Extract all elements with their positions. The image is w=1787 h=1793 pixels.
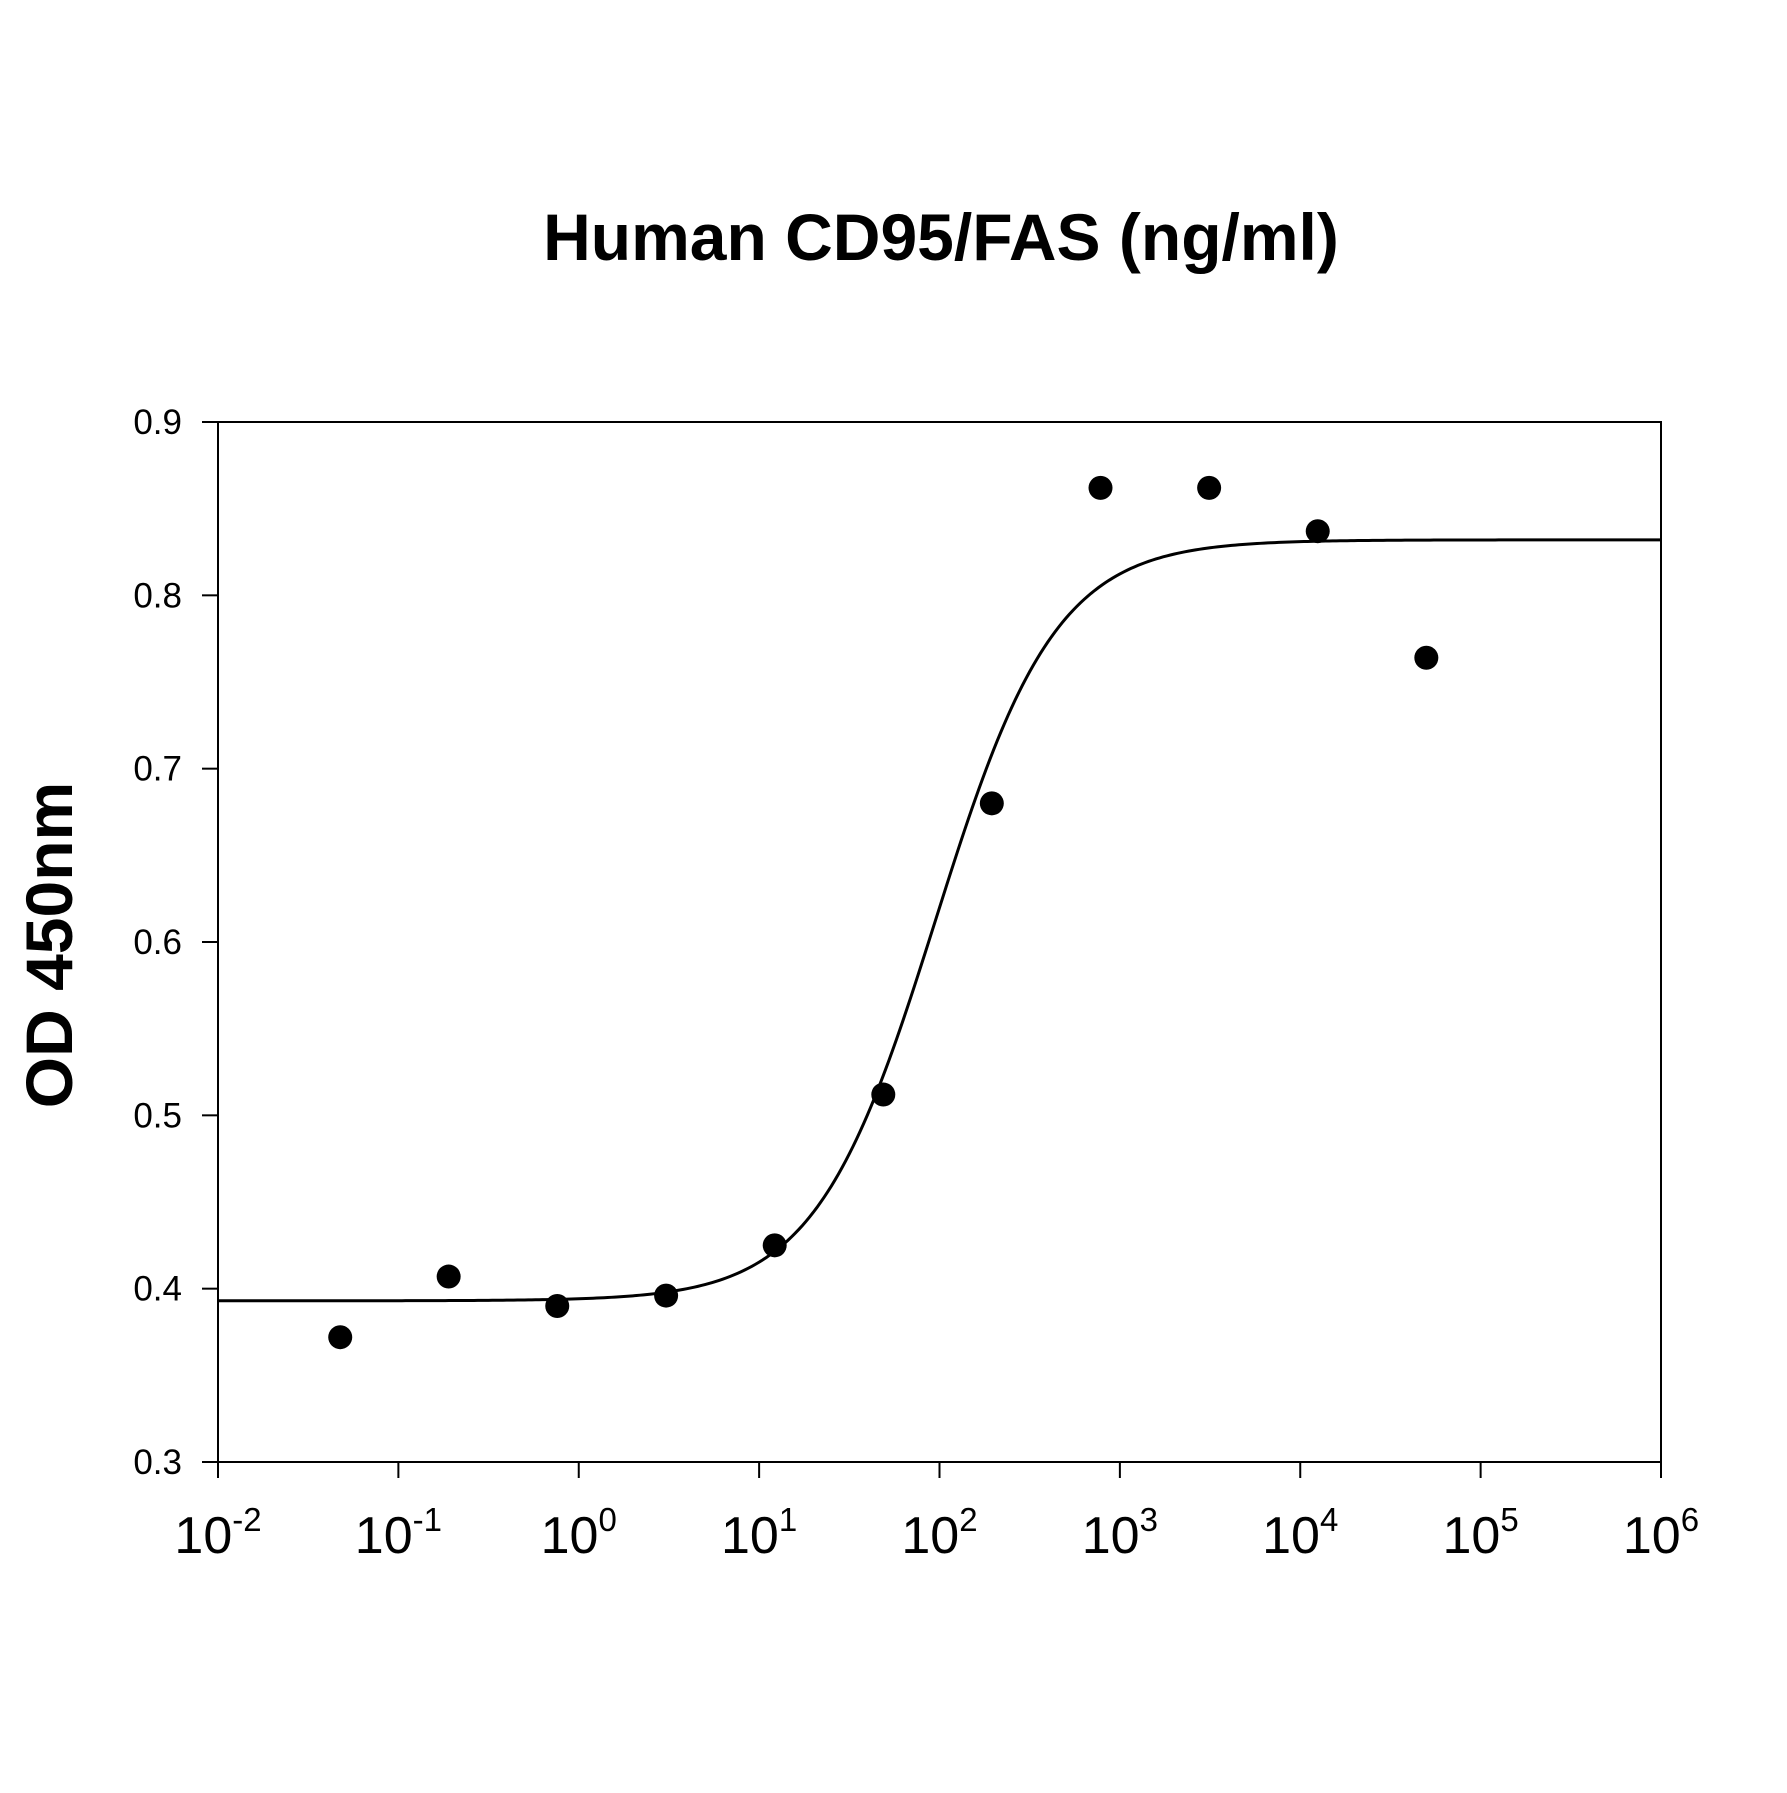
y-tick-label: 0.4 <box>133 1270 182 1309</box>
x-tick-label: 10-2 <box>174 1501 261 1565</box>
x-axis-ticks: 10-2 10-1 100 101 102 103 104 105 106 <box>174 1462 1699 1565</box>
y-tick-label: 0.9 <box>133 403 182 442</box>
fit-curve <box>218 538 1661 1303</box>
plot-area-frame <box>217 421 1662 1463</box>
data-points <box>328 475 1439 1350</box>
x-tick-label: 10-1 <box>355 1501 442 1565</box>
y-axis-title: OD 450nm <box>12 782 86 1108</box>
data-point <box>762 1233 787 1258</box>
data-point <box>545 1294 570 1318</box>
chart-title: Human CD95/FAS (ng/ml) <box>543 200 1339 274</box>
y-tick-label: 0.7 <box>133 750 182 789</box>
y-tick-label: 0.8 <box>133 576 182 615</box>
y-tick-label: 0.6 <box>133 923 182 962</box>
data-point <box>979 791 1004 816</box>
y-axis-ticks: 0.3 0.4 0.5 0.6 0.7 0.8 0.9 <box>133 403 218 1482</box>
y-tick-label: 0.5 <box>133 1096 182 1135</box>
x-tick-label: 102 <box>901 1501 977 1565</box>
x-tick-label: 106 <box>1623 1501 1699 1565</box>
data-point <box>1197 475 1222 500</box>
x-tick-label: 101 <box>721 1501 797 1565</box>
x-tick-label: 103 <box>1082 1501 1158 1565</box>
x-tick-label: 104 <box>1262 1501 1338 1565</box>
data-point <box>1414 645 1439 670</box>
data-point <box>436 1264 461 1289</box>
data-point <box>328 1325 353 1350</box>
data-point <box>1088 475 1113 500</box>
data-point <box>654 1283 679 1308</box>
y-tick-label: 0.3 <box>133 1443 182 1482</box>
data-point <box>871 1082 896 1107</box>
x-tick-label: 100 <box>541 1501 617 1565</box>
data-point <box>1305 519 1330 544</box>
x-tick-label: 105 <box>1443 1501 1519 1565</box>
